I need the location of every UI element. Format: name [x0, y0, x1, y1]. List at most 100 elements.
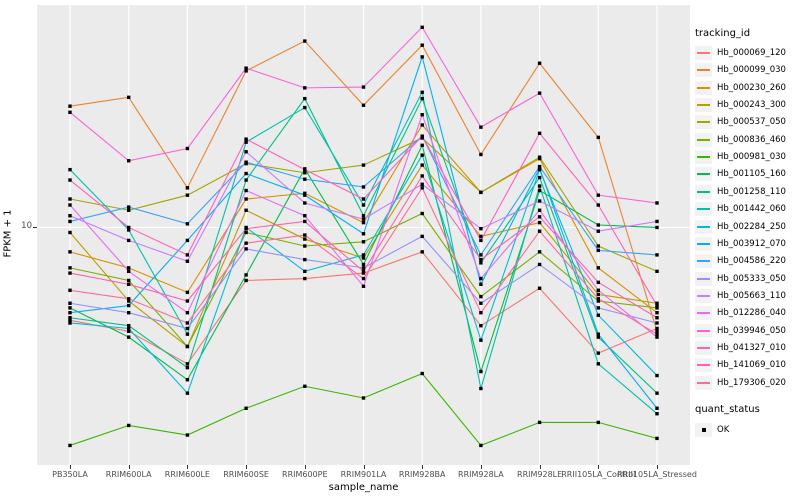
data-point	[655, 326, 659, 331]
data-point	[420, 174, 424, 178]
x-tick-label: PB350LA	[52, 470, 88, 479]
data-point	[303, 105, 307, 110]
x-tick-label: RRIM928BA	[398, 470, 446, 479]
legend-key	[695, 219, 712, 234]
legend-key	[695, 115, 712, 130]
data-point	[127, 205, 131, 209]
legend-line-swatch	[697, 156, 710, 159]
data-point	[185, 290, 190, 295]
data-point	[185, 391, 190, 395]
data-point	[655, 316, 659, 320]
data-point	[420, 182, 424, 187]
data-point	[479, 311, 483, 315]
data-point	[361, 240, 366, 244]
legend-line-swatch	[697, 381, 710, 384]
data-point	[479, 152, 483, 157]
legend-key	[695, 358, 712, 373]
x-tick-mark	[128, 465, 130, 469]
legend-item-label: Hb_001442_060	[717, 204, 786, 215]
x-tick-label: RRIM600PE	[282, 470, 328, 479]
data-point	[303, 214, 307, 218]
legend-panel: tracking_id Hb_000069_120 Hb_000099_030 Hb…	[693, 0, 800, 500]
legend-item-label: Hb_003912_070	[717, 238, 786, 249]
legend-item-Hb_012286_040: Hb_012286_040	[695, 305, 786, 321]
data-point	[479, 276, 483, 281]
legend-line-swatch	[697, 294, 710, 297]
legend-item-Hb_141069_010: Hb_141069_010	[695, 357, 786, 373]
data-point	[127, 95, 131, 100]
data-point	[420, 55, 424, 59]
data-point	[537, 286, 542, 290]
data-point	[127, 299, 131, 303]
x-tick-label: RRIM901LA	[340, 470, 387, 479]
data-point	[479, 125, 483, 129]
legend-key	[695, 98, 712, 113]
data-point	[185, 433, 190, 437]
x-tick-label: RRIM600LA	[105, 470, 152, 479]
y-tick-label: 10	[21, 221, 32, 231]
data-point	[420, 90, 424, 95]
data-point	[244, 197, 248, 201]
data-point	[185, 321, 190, 325]
data-point	[596, 351, 600, 355]
data-point	[244, 140, 248, 144]
data-point	[655, 306, 659, 310]
data-point	[303, 269, 307, 274]
data-point	[596, 248, 600, 253]
legend-title-tracking-id: tracking_id	[695, 28, 751, 39]
data-point	[537, 131, 542, 135]
data-point	[479, 226, 483, 231]
data-point	[596, 288, 600, 292]
legend-item-Hb_039946_050: Hb_039946_050	[695, 323, 786, 339]
legend-key	[695, 184, 712, 199]
data-point	[537, 262, 542, 267]
legend-item-label: Hb_000981_030	[717, 152, 786, 163]
data-point	[361, 276, 366, 281]
legend-line-swatch	[697, 260, 710, 263]
data-point	[655, 301, 659, 305]
legend-item-Hb_001258_110: Hb_001258_110	[695, 184, 786, 200]
legend-item-label: OK	[717, 425, 730, 435]
data-point	[303, 219, 307, 224]
data-point	[537, 175, 542, 180]
data-point	[655, 303, 659, 308]
data-point	[68, 250, 72, 254]
data-point	[420, 163, 424, 167]
data-point	[596, 335, 600, 339]
data-point	[127, 269, 131, 274]
data-point	[361, 197, 366, 201]
data-point	[479, 369, 483, 374]
legend-item-Hb_000537_050: Hb_000537_050	[695, 114, 786, 130]
data-point	[185, 299, 190, 303]
data-point	[596, 135, 600, 140]
data-point	[303, 276, 307, 281]
x-tick-mark	[422, 465, 424, 469]
legend-line-swatch	[697, 364, 710, 367]
legend-item-Hb_000243_300: Hb_000243_300	[695, 97, 786, 113]
y-tick-mark	[33, 227, 37, 228]
data-point	[68, 203, 72, 207]
legend-key	[695, 80, 712, 95]
data-point	[68, 266, 72, 270]
data-point	[537, 164, 542, 169]
data-point	[420, 25, 424, 29]
data-point	[537, 199, 542, 203]
legend-item-quant-OK: OK	[695, 422, 729, 438]
data-point	[127, 297, 131, 301]
x-tick-mark	[187, 465, 189, 469]
data-point	[655, 412, 659, 416]
legend-item-Hb_000836_460: Hb_000836_460	[695, 132, 786, 148]
legend-item-label: Hb_004586_220	[717, 256, 786, 267]
data-point	[303, 244, 307, 248]
legend-item-label: Hb_000099_030	[717, 65, 786, 76]
x-tick-label: RRII105LA_Stressed	[617, 470, 697, 479]
legend-key	[695, 288, 712, 303]
data-point	[596, 332, 600, 336]
data-point	[537, 91, 542, 95]
data-point	[185, 238, 190, 243]
legend-key	[695, 254, 712, 269]
data-point	[244, 160, 248, 164]
data-point	[655, 332, 659, 336]
data-point	[420, 123, 424, 127]
data-point	[361, 217, 366, 221]
